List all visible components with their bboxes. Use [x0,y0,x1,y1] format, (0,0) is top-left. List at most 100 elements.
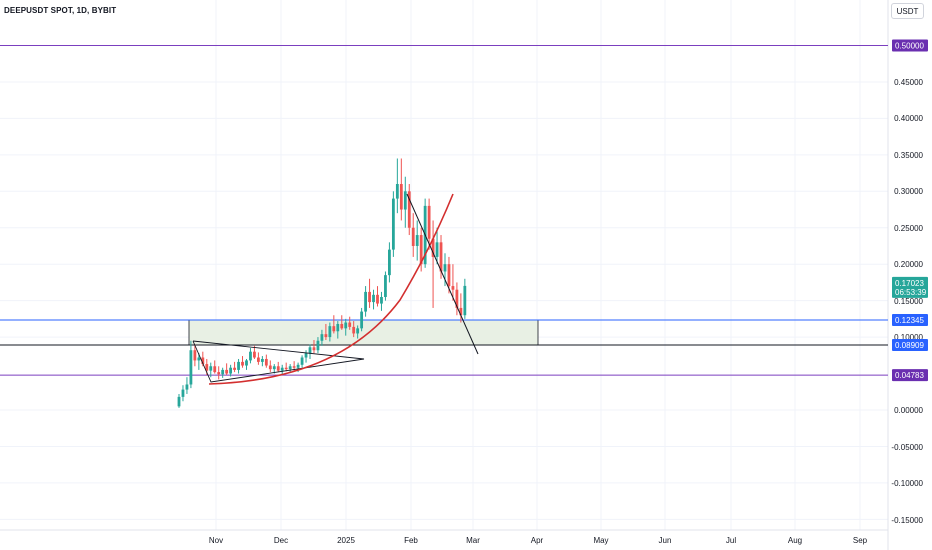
candle-body [340,323,344,329]
time-tick-label: Jun [659,536,672,545]
countdown-label: 06:53:39 [895,288,927,297]
candle-body [260,358,264,362]
level-price-tag [892,314,928,327]
level-price-tag [892,369,928,382]
candle-body [439,242,443,272]
level-price-tag [892,39,928,52]
candle-body [253,351,256,358]
candle-body [280,367,284,371]
current-price-tag [892,276,928,298]
candle-body [451,286,455,290]
currency-button[interactable]: USDT [891,3,924,19]
candle-body [308,347,312,354]
candle-body [324,334,328,338]
candle-body [443,264,447,272]
time-tick-label: 2025 [337,536,355,545]
candle-body [356,328,360,334]
time-tick-label: Aug [788,536,802,545]
price-tick-label: 0.15000 [894,297,923,306]
candle-body [288,366,292,370]
candle-body [233,367,236,370]
price-tick-label: 0.45000 [894,78,923,87]
candle-body [237,361,240,370]
candle-body [245,360,248,366]
candle-body [419,235,423,265]
candle-body [411,227,415,246]
price-tick-label: 0.20000 [894,260,923,269]
candle-body [459,307,463,316]
candle-body [300,357,304,365]
candle-body [391,198,395,250]
price-tick-label: 0.00000 [894,406,923,415]
candle-body [205,364,209,371]
triangle-drawing[interactable] [192,340,365,383]
level-price-tag-label: 0.50000 [895,42,924,51]
candle-body [221,369,225,375]
candle-body [332,326,336,332]
candle-body [296,364,300,368]
candle-body [399,184,403,210]
level-price-tag-label: 0.04783 [895,371,924,380]
candle-body [312,347,316,351]
price-tick-label: -0.10000 [891,479,923,488]
candle-body [427,205,431,239]
candle-body [388,249,391,276]
price-tick-label: 0.10000 [894,333,923,342]
candle-body [415,235,419,246]
candle-body [304,353,308,358]
candle-body [316,340,320,351]
candle-body [435,242,439,257]
candle-body [336,323,340,332]
candle-body [403,191,407,210]
candle-body [368,291,371,303]
candle-body [213,366,217,373]
candle-body [320,334,324,341]
candle-body [328,326,332,338]
price-tick-label: -0.05000 [891,443,923,452]
candle-body [348,322,352,327]
candle-body [447,264,451,287]
symbol-title[interactable]: DEEPUSDT SPOT, 1D, BYBIT [4,6,117,15]
candle-body [372,294,375,303]
price-tick-label: 0.25000 [894,224,923,233]
candle-body [360,311,364,329]
price-tick-label: 0.40000 [894,114,923,123]
candle-body [364,291,367,312]
price-tick-label: -0.15000 [891,516,923,525]
candle-body [292,366,296,368]
candle-body [376,294,379,304]
candle-body [217,372,221,375]
time-tick-label: Jul [726,536,736,545]
candle-body [407,191,411,228]
candle-body [229,367,233,374]
demand-zone-rect[interactable] [188,319,539,346]
time-tick-label: Dec [274,536,288,545]
parabolic-curve[interactable] [208,193,454,385]
candle-body [189,350,193,385]
time-tick-label: May [593,536,608,545]
level-price-tag-label: 0.12345 [895,316,924,325]
descending-trendline[interactable] [406,193,479,355]
level-price-tag-label: 0.08909 [895,341,924,350]
candle-body [225,369,229,374]
candle-body [276,366,280,371]
level-price-tag [892,339,928,352]
candle-body [395,184,399,199]
time-tick-label: Feb [404,536,418,545]
candle-body [197,357,201,361]
time-tick-label: Sep [853,536,868,545]
candle-body [241,361,244,366]
price-tick-label: 0.35000 [894,151,923,160]
candle-body [284,367,288,370]
time-tick-label: Nov [209,536,223,545]
candle-body [463,285,467,316]
candle-body [264,358,268,366]
candle-body [249,351,252,361]
time-tick-label: Mar [466,536,480,545]
candle-body [201,357,205,365]
candle-body [272,366,276,370]
candle-body [185,384,189,390]
candle-body [268,365,272,370]
